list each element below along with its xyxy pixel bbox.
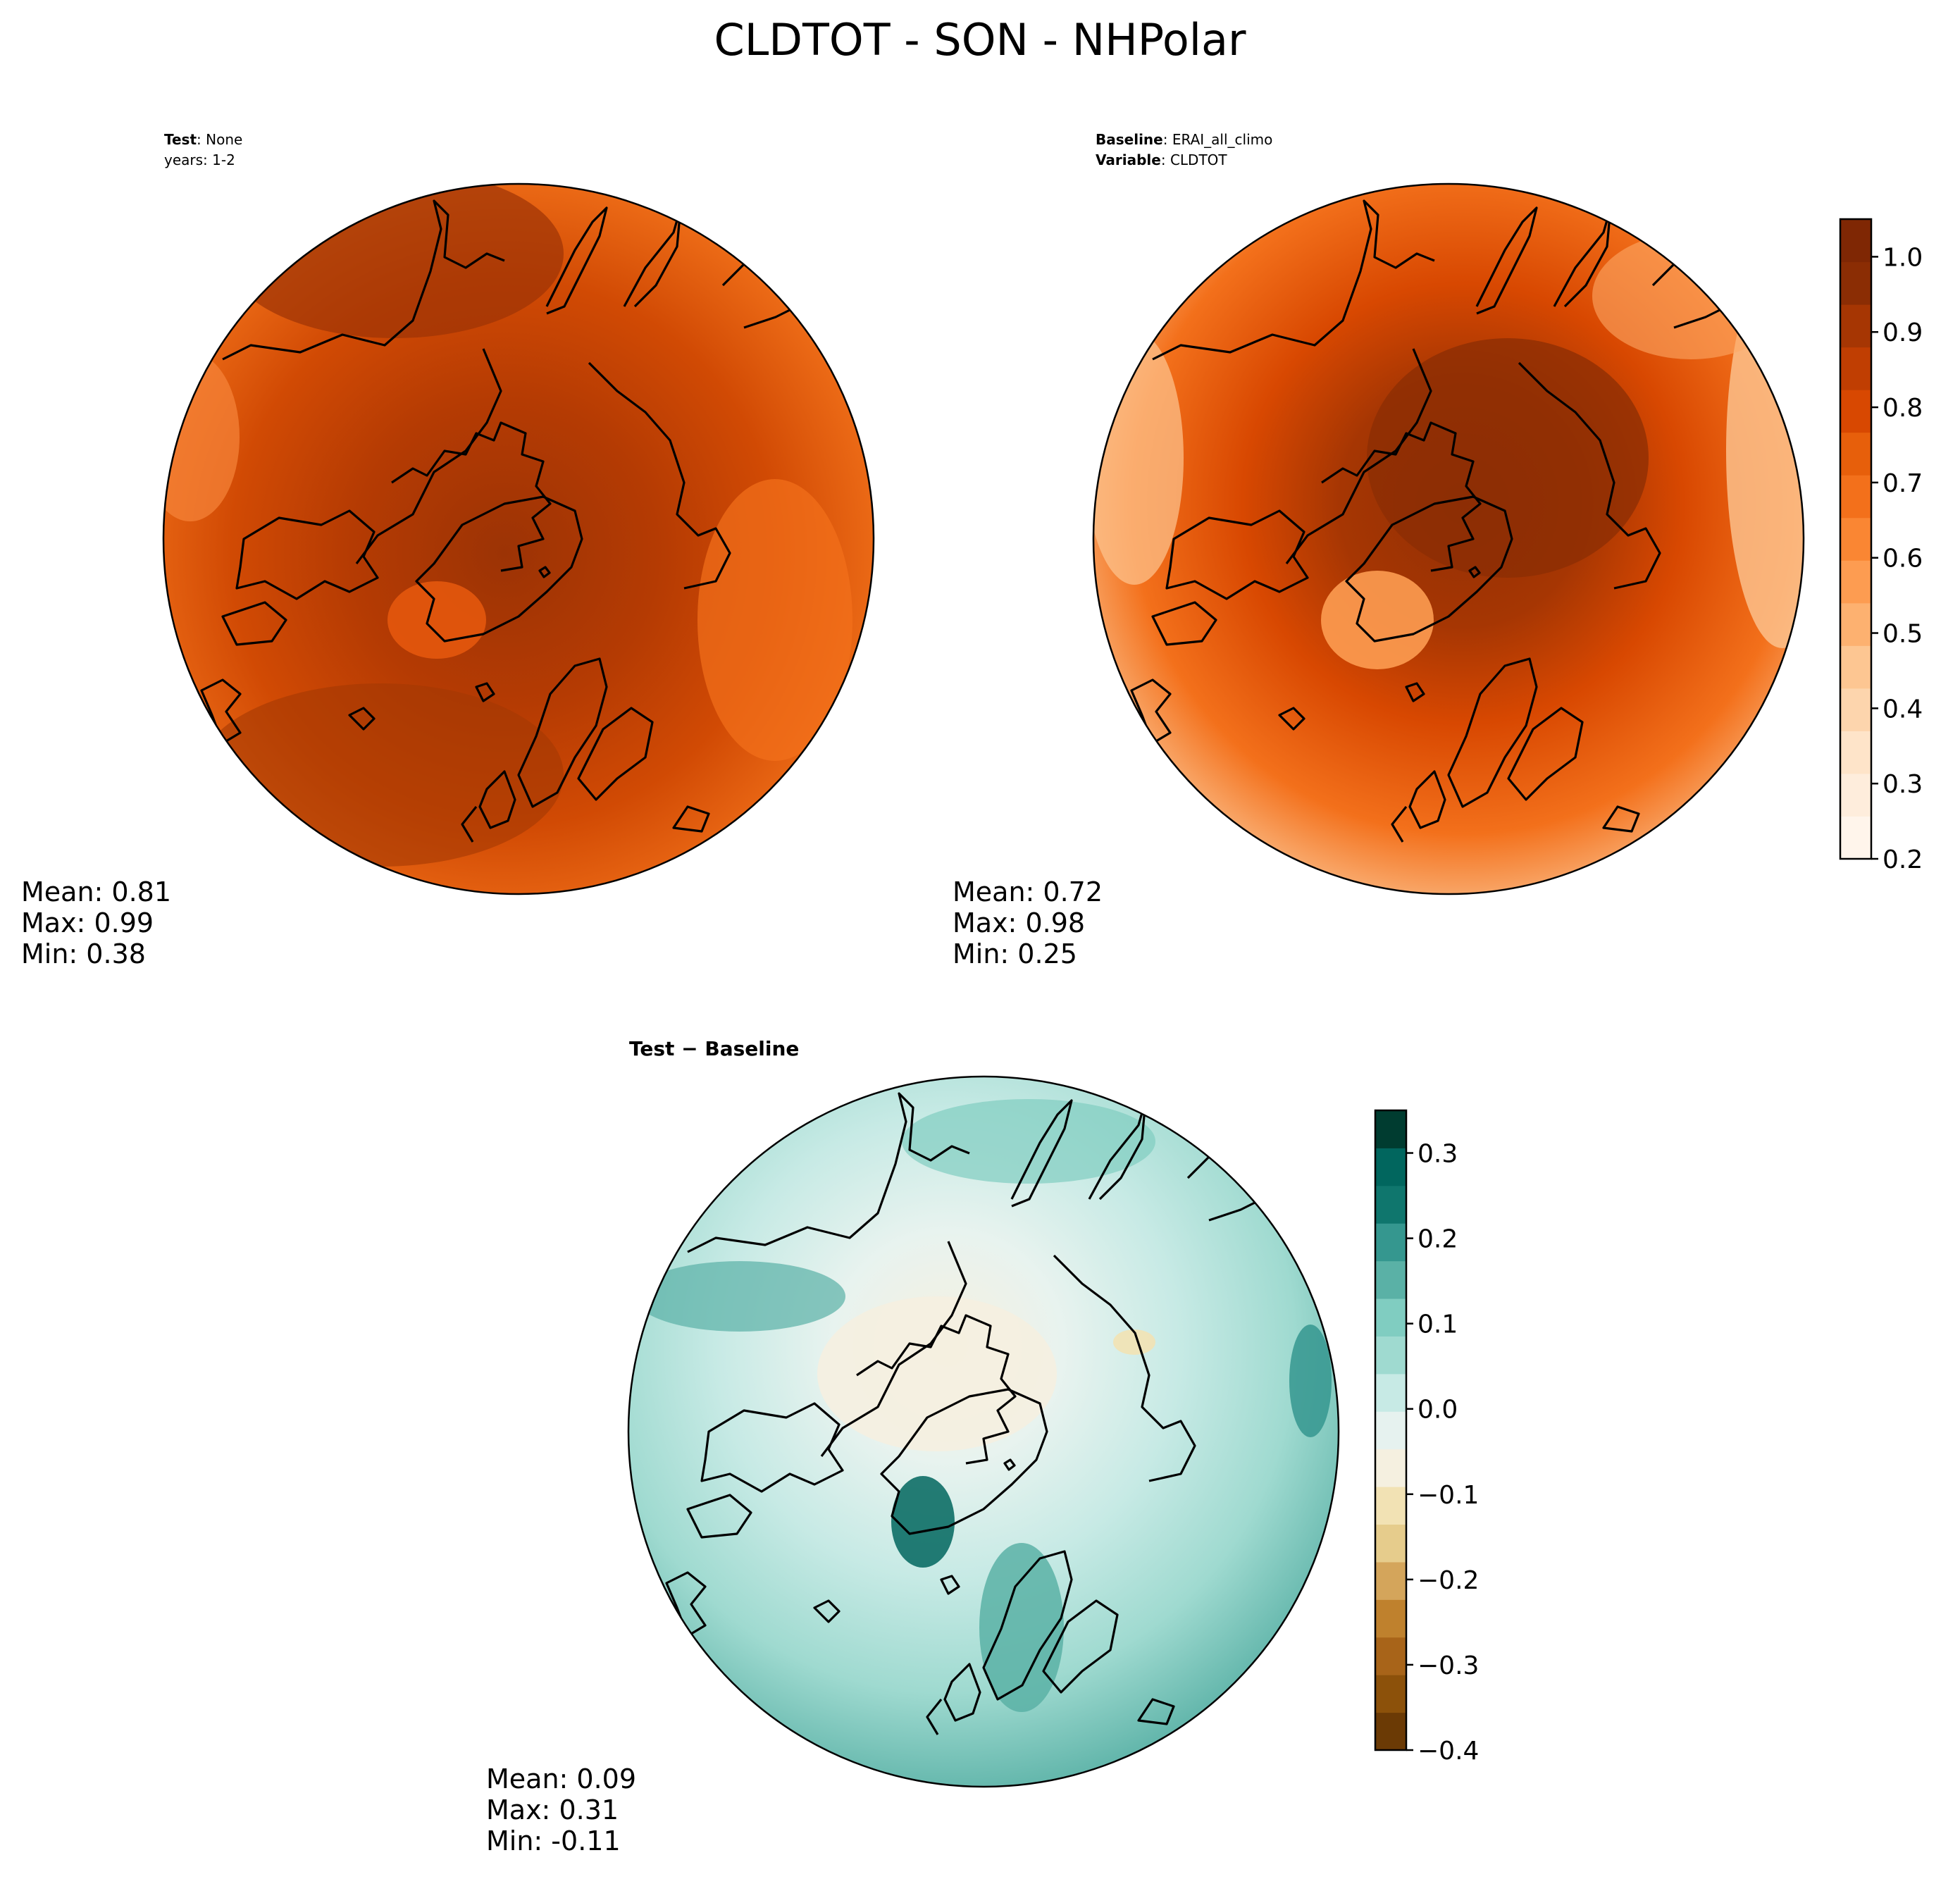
colorbar-swatch bbox=[1840, 688, 1871, 731]
colorbar-swatch bbox=[1375, 1185, 1406, 1224]
diff-map bbox=[628, 1077, 1339, 1787]
baseline-panel: Baseline: ERAI_all_climo Variable: CLDTO… bbox=[953, 131, 1805, 969]
colorbar-swatch bbox=[1840, 304, 1871, 348]
colorbar-tick-label: 0.2 bbox=[1883, 845, 1923, 874]
diff-map-boundary bbox=[627, 1075, 1340, 1788]
colorbar-swatch bbox=[1375, 1336, 1406, 1375]
diff-min: Min: -0.11 bbox=[486, 1825, 621, 1856]
colorbar-swatch bbox=[1375, 1561, 1406, 1600]
colorbar-swatch bbox=[1375, 1411, 1406, 1450]
test-min: Min: 0.38 bbox=[21, 938, 146, 969]
colorbar-tick-label: 0.7 bbox=[1883, 469, 1923, 498]
colorbar-swatch bbox=[1840, 816, 1871, 860]
test-max: Max: 0.99 bbox=[21, 907, 154, 938]
test-map bbox=[163, 184, 874, 894]
colorbar-tick-label: 0.0 bbox=[1418, 1396, 1458, 1425]
colorbar-swatch bbox=[1840, 602, 1871, 646]
diff-mean: Mean: 0.09 bbox=[486, 1763, 636, 1794]
colorbar-swatch bbox=[1375, 1223, 1406, 1262]
diff-max: Max: 0.31 bbox=[486, 1794, 619, 1825]
teal-colorbar: −0.4 −0.3 −0.2 −0.1 0.0 0.1 0.2 0.3 bbox=[1374, 1109, 1479, 1766]
baseline-map bbox=[1093, 184, 1804, 894]
orange-colorbar: 0.2 0.3 0.4 0.5 0.6 0.7 0.8 0.9 1.0 bbox=[1839, 218, 1923, 874]
baseline-header-line-2: Variable: CLDTOT bbox=[1096, 151, 1227, 168]
colorbar-swatch bbox=[1375, 1260, 1406, 1299]
colorbar-tick-label: −0.2 bbox=[1418, 1566, 1479, 1595]
colorbar-swatch bbox=[1840, 475, 1871, 519]
colorbar-swatch bbox=[1840, 517, 1871, 561]
baseline-max: Max: 0.98 bbox=[953, 907, 1085, 938]
baseline-header-line-1: Baseline: ERAI_all_climo bbox=[1096, 131, 1272, 148]
test-map-boundary bbox=[162, 182, 875, 895]
colorbar-tick-label: 0.3 bbox=[1418, 1140, 1458, 1169]
colorbar-frame bbox=[1839, 218, 1873, 860]
colorbar-swatch bbox=[1375, 1298, 1406, 1337]
colorbar-swatch bbox=[1840, 560, 1871, 604]
colorbar-swatch bbox=[1840, 773, 1871, 817]
test-panel: Test: None years: 1-2 Mean: 0.81 Max: 0.… bbox=[21, 131, 875, 969]
colorbar-tick-label: 0.2 bbox=[1418, 1225, 1458, 1254]
colorbar-swatch bbox=[1375, 1373, 1406, 1412]
colorbar-swatch bbox=[1840, 390, 1871, 433]
colorbar-swatch bbox=[1375, 1524, 1406, 1563]
colorbar-swatch bbox=[1375, 1449, 1406, 1487]
baseline-mean: Mean: 0.72 bbox=[953, 876, 1103, 907]
baseline-min: Min: 0.25 bbox=[953, 938, 1077, 969]
test-header-line-2: years: 1-2 bbox=[164, 151, 235, 168]
test-header-line-1: Test: None bbox=[164, 131, 242, 148]
colorbar-tick-label: 0.6 bbox=[1883, 545, 1923, 573]
colorbar-tick-label: −0.3 bbox=[1418, 1651, 1479, 1680]
baseline-map-boundary bbox=[1092, 182, 1805, 895]
colorbar-tick-label: 0.3 bbox=[1883, 770, 1923, 799]
colorbar-tick-label: 0.9 bbox=[1883, 318, 1923, 347]
colorbar-swatch bbox=[1375, 1675, 1406, 1713]
diff-header: Test − Baseline bbox=[629, 1037, 799, 1060]
colorbar-tick-label: 0.8 bbox=[1883, 394, 1923, 423]
colorbar-swatch bbox=[1375, 1110, 1406, 1148]
colorbar-swatch bbox=[1375, 1487, 1406, 1525]
colorbar-frame bbox=[1374, 1109, 1408, 1751]
figure-title: CLDTOT - SON - NHPolar bbox=[714, 14, 1246, 66]
colorbar-tick-label: 0.4 bbox=[1883, 695, 1923, 724]
colorbar-swatch bbox=[1840, 432, 1871, 476]
colorbar-tick-label: 1.0 bbox=[1883, 243, 1923, 272]
colorbar-tick-label: 0.5 bbox=[1883, 620, 1923, 649]
colorbar-swatch bbox=[1375, 1712, 1406, 1751]
test-mean: Mean: 0.81 bbox=[21, 876, 171, 907]
colorbar-swatch bbox=[1375, 1599, 1406, 1638]
colorbar-swatch bbox=[1840, 347, 1871, 390]
colorbar-swatch bbox=[1375, 1637, 1406, 1675]
colorbar-tick-label: −0.1 bbox=[1418, 1481, 1479, 1510]
colorbar-tick-label: −0.4 bbox=[1418, 1737, 1479, 1766]
colorbar-swatch bbox=[1840, 731, 1871, 774]
colorbar-swatch bbox=[1840, 219, 1871, 263]
colorbar-swatch bbox=[1840, 645, 1871, 689]
colorbar-swatch bbox=[1375, 1148, 1406, 1186]
diff-panel: Test − Baseline Mean: 0.09 Max: 0.31 Min… bbox=[486, 1037, 1340, 1856]
colorbar-tick-label: 0.1 bbox=[1418, 1310, 1458, 1339]
colorbar-swatch bbox=[1840, 261, 1871, 305]
